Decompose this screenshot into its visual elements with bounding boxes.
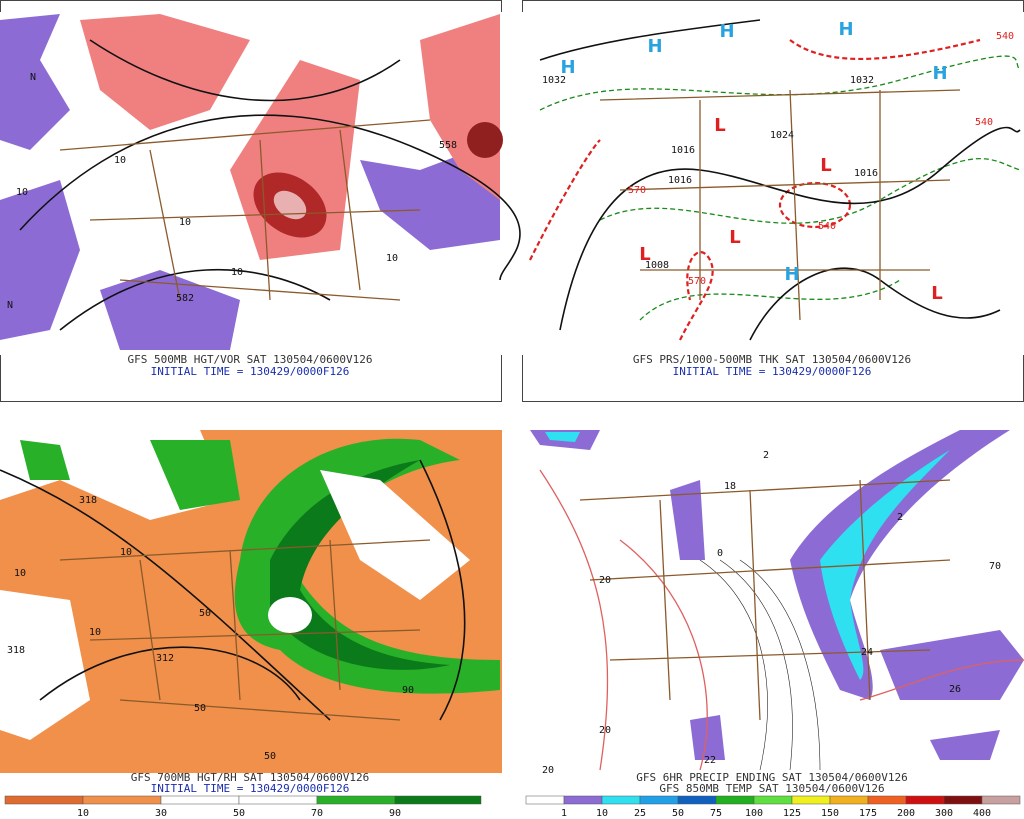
low-marker: L [714,115,725,136]
contour-label: 70 [989,561,1001,572]
contour-label: 50 [194,703,206,714]
colorbar-label: 75 [710,808,722,819]
caption: GFS 700MB HGT/RH SAT 130504/0600V126 [131,771,369,784]
colorbar-label: 10 [596,808,608,819]
colorbar-label: 100 [745,808,763,819]
caption: INITIAL TIME = 130429/0000F126 [151,782,350,795]
contour-label: 10 [386,253,398,264]
contour-label: 90 [402,685,414,696]
contour-label: 20 [599,725,611,736]
thickness-label: 570 [688,276,706,287]
low-marker: L [729,227,740,248]
contour-label: 2 [763,450,769,461]
caption: GFS 850MB TEMP SAT 130504/0600V126 [659,782,884,795]
isobar-label: 1016 [671,145,695,156]
thickness-label: 540 [818,221,836,232]
colorbar-label: 50 [233,808,245,819]
contour-label: 318 [79,495,97,506]
contour-label: 20 [542,765,554,776]
colorbar-label: 175 [859,808,877,819]
high-marker: H [838,19,853,40]
caption: GFS PRS/1000-500MB THK SAT 130504/0600V1… [633,353,911,366]
contour-label: 50 [199,608,211,619]
colorbar-label: 1 [561,808,567,819]
colorbar-label: 90 [389,808,401,819]
colorbar-label: 30 [155,808,167,819]
contour-label: 558 [439,140,457,151]
map-700mb [0,430,502,773]
contour-label: 312 [156,653,174,664]
low-marker: L [820,155,831,176]
colorbar-label: 25 [634,808,646,819]
contour-label: 10 [89,627,101,638]
colorbar [4,795,482,805]
isobar-label: 1032 [850,75,874,86]
contour-label: 582 [176,293,194,304]
contour-label: 26 [949,684,961,695]
high-marker: H [719,21,734,42]
isobar-label: 1024 [770,130,794,141]
map-precip [522,430,1024,773]
caption: INITIAL TIME = 130429/0000F126 [151,365,350,378]
colorbar [525,795,1021,805]
caption: GFS 6HR PRECIP ENDING SAT 130504/0600V12… [636,771,908,784]
contour-label: 50 [264,751,276,762]
map-prs-thk [522,12,1024,355]
contour-label: 24 [861,647,873,658]
colorbar-label: 125 [783,808,801,819]
thickness-label: 540 [975,117,993,128]
colorbar-label: 10 [77,808,89,819]
contour-label: 2 [897,512,903,523]
caption: GFS 500MB HGT/VOR SAT 130504/0600V126 [127,353,372,366]
map-500mb [0,12,521,355]
caption: INITIAL TIME = 130429/0000F126 [673,365,872,378]
thickness-label: 540 [996,31,1014,42]
colorbar-label: 300 [935,808,953,819]
isobar-label: 1032 [542,75,566,86]
contour-label: N [30,72,36,83]
contour-label: 22 [704,755,716,766]
low-marker: L [931,283,942,304]
colorbar-label: 200 [897,808,915,819]
contour-label: 10 [231,267,243,278]
colorbar-label: 50 [672,808,684,819]
thickness-label: 570 [628,185,646,196]
contour-label: N [7,300,13,311]
colorbar-label: 400 [973,808,991,819]
high-marker: H [560,57,575,78]
contour-label: 10 [114,155,126,166]
contour-label: 10 [179,217,191,228]
colorbar-label: 70 [311,808,323,819]
isobar-label: 1008 [645,260,669,271]
contour-label: 318 [7,645,25,656]
contour-label: 10 [120,547,132,558]
contour-label: 10 [14,568,26,579]
contour-label: 20 [599,575,611,586]
contour-label: 10 [16,187,28,198]
isobar-label: 1016 [668,175,692,186]
isobar-label: 1016 [854,168,878,179]
high-marker: H [647,36,662,57]
high-marker: H [784,264,799,285]
low-marker: L [639,244,650,265]
contour-label: 18 [724,481,736,492]
colorbar-label: 150 [821,808,839,819]
contour-label: 0 [717,548,723,559]
high-marker: H [932,63,947,84]
